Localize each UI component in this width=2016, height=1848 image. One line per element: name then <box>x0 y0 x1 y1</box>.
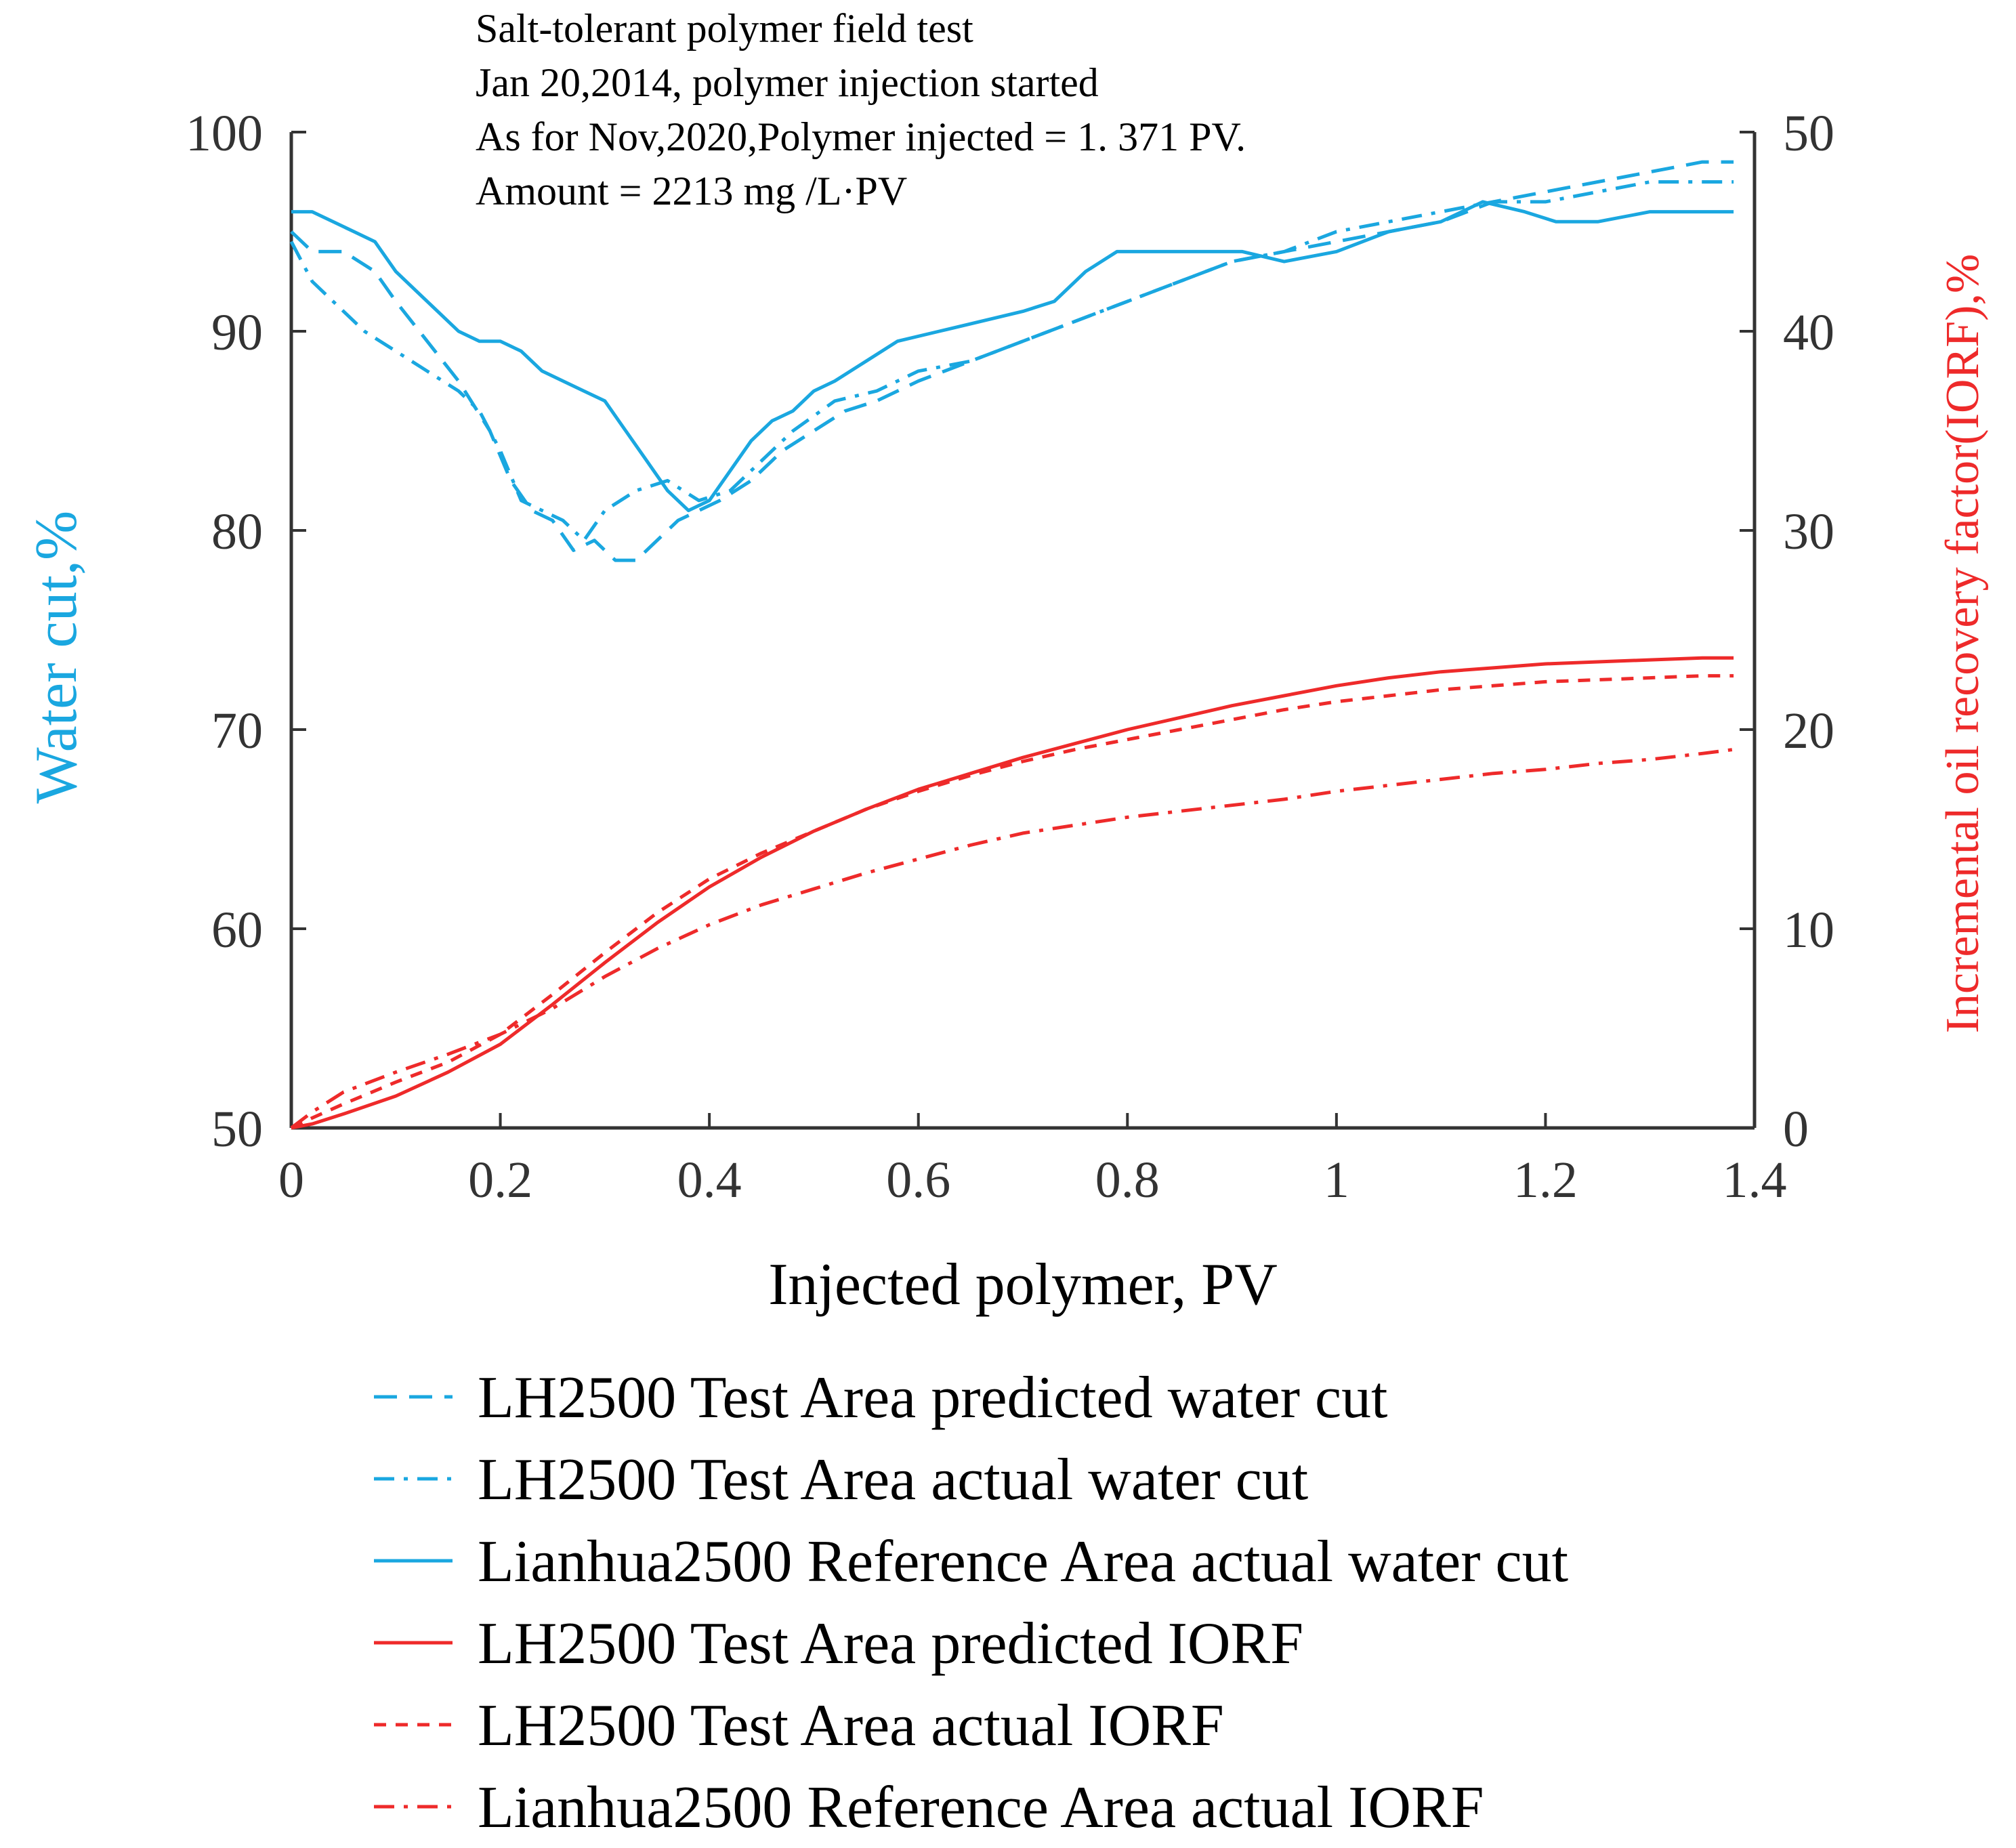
plot-series <box>289 160 1734 1130</box>
series-line-5 <box>290 674 1734 1130</box>
x-tick-label: 0 <box>278 1152 304 1209</box>
legend-label-2: LH2500 Test Area actual water cut <box>478 1447 1308 1513</box>
legend-label-1: LH2500 Test Area predicted water cut <box>478 1365 1388 1431</box>
y-right-tick-label: 50 <box>1783 105 1834 162</box>
y-right-axis-label: Incremental oil recovery factor(IORF),% <box>1937 254 1989 1034</box>
legend-label-4: LH2500 Test Area predicted IORF <box>478 1611 1303 1677</box>
y-left-tick-label: 90 <box>211 304 263 361</box>
x-tick-label: 0.2 <box>468 1152 532 1209</box>
y-right-tick-label: 30 <box>1783 503 1834 560</box>
axes: 0 0.2 0.4 0.6 0.8 1 1.2 1.4 50 60 70 80 90 100 0 10 20 30… <box>186 105 1834 1209</box>
legend-label-3: Lianhua2500 Reference Area actual water … <box>478 1529 1568 1595</box>
y-right-tick-label: 0 <box>1783 1101 1809 1158</box>
x-tick-label: 1 <box>1324 1152 1349 1209</box>
annotation-line: Jan 20,2014, polymer injection started <box>476 60 1099 105</box>
y-right-tick-label: 20 <box>1783 702 1834 759</box>
y-left-axis-label: Water cut,% <box>24 511 89 804</box>
series-line-3 <box>291 200 1734 513</box>
y-left-tick-label: 70 <box>211 702 263 759</box>
annotation-block: Salt-tolerant polymer field test Jan 20,2… <box>476 6 1246 213</box>
y-left-tick-label: 80 <box>211 503 263 560</box>
x-tick-label: 0.8 <box>1095 1152 1160 1209</box>
annotation-line: Amount = 2213 mg /L·PV <box>476 169 907 213</box>
x-tick-label: 1.4 <box>1723 1152 1787 1209</box>
y-left-tick-label: 60 <box>211 902 263 959</box>
legend-label-5: LH2500 Test Area actual IORF <box>478 1693 1224 1759</box>
series-line-2 <box>289 180 1734 543</box>
x-tick-label: 0.4 <box>677 1152 742 1209</box>
x-tick-label: 0.6 <box>886 1152 950 1209</box>
axis-labels: Injected polymer, PV Water cut,% Increment… <box>24 254 1989 1318</box>
y-left-tick-label: 50 <box>211 1101 263 1158</box>
y-right-tick-label: 40 <box>1783 304 1834 361</box>
y-right-tick-label: 10 <box>1783 902 1834 959</box>
annotation-line: As for Nov,2020,Polymer injected = 1. 37… <box>476 114 1246 159</box>
legend: LH2500 Test Area predicted water cut LH25… <box>374 1365 1568 1841</box>
y-left-tick-label: 100 <box>186 105 263 162</box>
series-line-1 <box>290 160 1734 562</box>
series-line-4 <box>291 656 1734 1130</box>
x-axis-label: Injected polymer, PV <box>768 1252 1278 1318</box>
legend-label-6: Lianhua2500 Reference Area actual IORF <box>478 1775 1484 1841</box>
annotation-line: Salt-tolerant polymer field test <box>476 6 973 51</box>
series-line-6 <box>290 747 1734 1129</box>
x-tick-label: 1.2 <box>1513 1152 1578 1209</box>
